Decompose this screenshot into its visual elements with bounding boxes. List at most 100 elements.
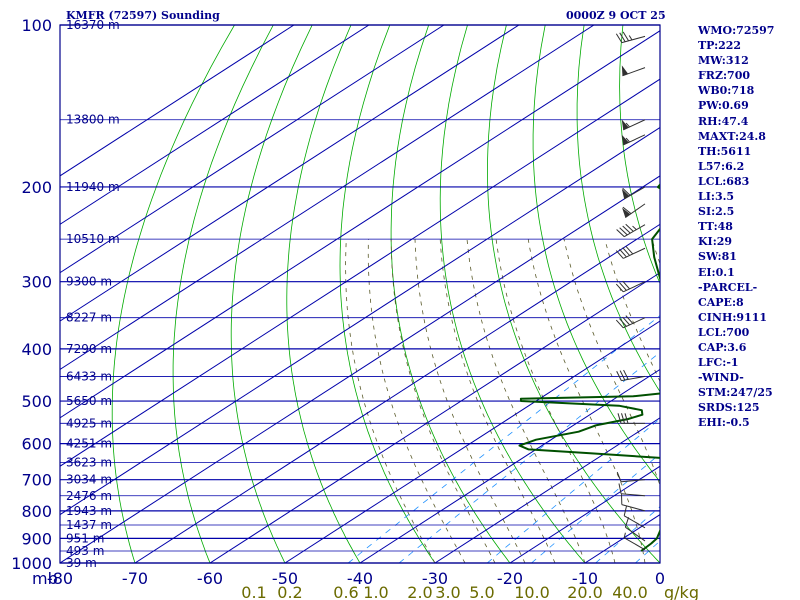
mixing-ratio-unit: g/kg bbox=[664, 583, 699, 600]
height-label: 951 m bbox=[66, 531, 104, 545]
index-line: L57:6.2 bbox=[698, 159, 745, 173]
index-line: WB0:718 bbox=[698, 84, 755, 98]
wind-barb bbox=[624, 517, 646, 542]
height-label: 1943 m bbox=[66, 504, 112, 518]
isotherm bbox=[134, 223, 660, 563]
index-line: LFC:-1 bbox=[698, 356, 739, 370]
moist-adiabat bbox=[563, 239, 660, 487]
index-line: CAP:3.6 bbox=[698, 340, 747, 354]
mixing-ratio-line bbox=[486, 418, 660, 563]
height-label: 5650 m bbox=[66, 394, 112, 408]
pressure-tick-label: 700 bbox=[21, 471, 52, 490]
isotherm bbox=[434, 417, 660, 563]
wind-barb bbox=[621, 119, 646, 131]
mixing-ratio-label: 0.6 bbox=[333, 583, 358, 600]
index-line: -PARCEL- bbox=[698, 280, 758, 294]
indices-panel: WMO:72597 TP:222 MW:312 FRZ:700 WB0:718 PW:0.… bbox=[698, 23, 798, 431]
plot-frame bbox=[59, 24, 661, 564]
index-line: RH:47.4 bbox=[698, 114, 749, 128]
pressure-tick-label: 800 bbox=[21, 502, 52, 521]
index-line: LI:3.5 bbox=[698, 190, 735, 204]
temperature-tick-label: -60 bbox=[197, 569, 223, 588]
wind-barb bbox=[623, 505, 646, 529]
height-label: 1437 m bbox=[66, 518, 112, 532]
isotherm bbox=[359, 368, 660, 563]
index-line: STM:247/25 bbox=[698, 386, 773, 400]
temperature-tick-label: -70 bbox=[122, 569, 148, 588]
pressure-tick-label: 100 bbox=[21, 16, 52, 35]
index-line: SRDS:125 bbox=[698, 401, 760, 415]
index-line: KI:29 bbox=[698, 235, 733, 249]
pressure-tick-label: 200 bbox=[21, 178, 52, 197]
index-line: TT:48 bbox=[698, 220, 733, 234]
wind-barb bbox=[616, 471, 646, 483]
isotherm bbox=[60, 25, 595, 371]
height-label: 13800 m bbox=[66, 113, 120, 127]
mixing-ratio-line bbox=[595, 506, 660, 563]
temperature-tick-label: -10 bbox=[572, 569, 598, 588]
height-label: 9300 m bbox=[66, 275, 112, 289]
index-line: TH:5611 bbox=[698, 144, 752, 158]
wind-barb bbox=[617, 413, 645, 424]
wind-barb bbox=[621, 186, 646, 200]
isotherm bbox=[60, 175, 660, 563]
wind-barb bbox=[618, 483, 646, 497]
mixing-ratio-label: 2.0 bbox=[407, 583, 432, 600]
mixing-ratio-label: 40.0 bbox=[612, 583, 648, 600]
mixing-ratio-label: 0.1 bbox=[241, 583, 266, 600]
wind-barb bbox=[622, 203, 646, 219]
index-line: MAXT:24.8 bbox=[698, 129, 766, 143]
temperature-tick-label: -20 bbox=[497, 569, 523, 588]
wind-barb bbox=[621, 65, 646, 77]
wind-barb bbox=[621, 494, 646, 512]
height-label: 493 m bbox=[66, 544, 104, 558]
index-line: LCL:683 bbox=[698, 174, 750, 188]
height-label: 2476 m bbox=[66, 489, 112, 503]
dewpoint-line bbox=[518, 183, 660, 552]
mixing-ratio-label: 3.0 bbox=[435, 583, 460, 600]
isotherm bbox=[60, 25, 370, 225]
isotherm bbox=[60, 25, 445, 274]
moist-adiabat bbox=[345, 239, 436, 563]
mixing-ratio-label: 20.0 bbox=[567, 583, 603, 600]
index-line: CINH:9111 bbox=[698, 310, 768, 324]
wind-barb bbox=[615, 315, 646, 329]
height-label: 3623 m bbox=[66, 455, 112, 469]
temperature-tick-label: -50 bbox=[272, 569, 298, 588]
mixing-ratio-line bbox=[398, 351, 660, 563]
index-line: MW:312 bbox=[698, 54, 749, 68]
index-line: TP:222 bbox=[698, 39, 742, 53]
pressure-unit-label: mb bbox=[32, 569, 58, 588]
pressure-tick-label: 1000 bbox=[11, 554, 52, 573]
chart-title: KMFR (72597) Sounding bbox=[66, 9, 220, 22]
mixing-ratio-line bbox=[531, 453, 660, 563]
index-line: FRZ:700 bbox=[698, 69, 751, 83]
wind-barb bbox=[615, 31, 646, 44]
wind-barb bbox=[615, 245, 646, 259]
index-line: EI:0.1 bbox=[698, 265, 735, 279]
index-line: PW:0.69 bbox=[698, 99, 749, 113]
moist-adiabat bbox=[495, 239, 616, 563]
plot-area bbox=[60, 25, 660, 563]
height-label: 3034 m bbox=[66, 473, 112, 487]
mixing-ratio-line bbox=[347, 315, 660, 563]
index-line: SI:2.5 bbox=[698, 205, 735, 219]
isotherm bbox=[60, 78, 660, 467]
mixing-ratio-label: 0.2 bbox=[277, 583, 302, 600]
height-label: 7290 m bbox=[66, 342, 112, 356]
index-line: -WIND- bbox=[698, 371, 744, 385]
pressure-tick-label: 400 bbox=[21, 340, 52, 359]
index-line: WMO:72597 bbox=[698, 24, 775, 37]
isotherm bbox=[60, 25, 295, 177]
isotherm bbox=[209, 272, 660, 563]
temperature-tick-label: -40 bbox=[347, 569, 373, 588]
wind-barb bbox=[615, 280, 646, 293]
isotherm bbox=[60, 25, 520, 322]
pressure-tick-label: 500 bbox=[21, 392, 52, 411]
wind-barb bbox=[616, 223, 646, 238]
height-label: 39 m bbox=[66, 556, 97, 570]
temperature-tick-label: 0 bbox=[655, 569, 665, 588]
pressure-tick-label: 600 bbox=[21, 435, 52, 454]
isotherm bbox=[284, 320, 660, 563]
pressure-tick-label: 900 bbox=[21, 529, 52, 548]
